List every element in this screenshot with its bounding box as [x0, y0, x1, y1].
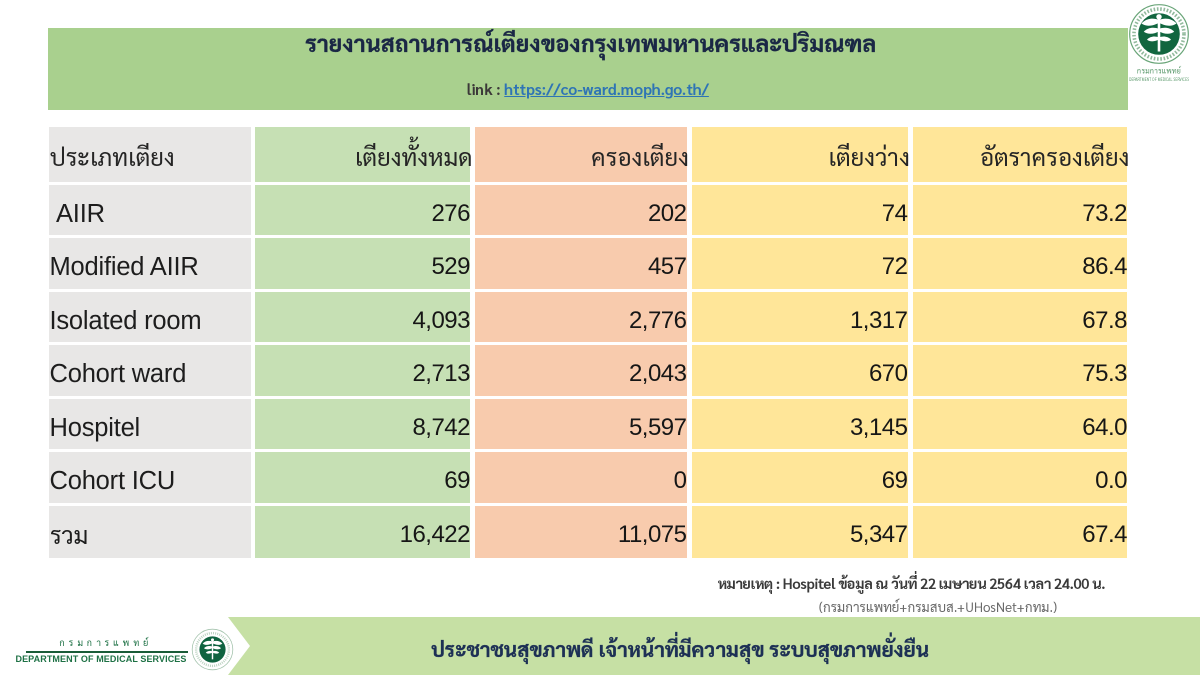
svg-text:DEPARTMENT OF MEDICAL SERVICES: DEPARTMENT OF MEDICAL SERVICES [1129, 77, 1189, 83]
svg-text:กรมการแพทย์: กรมการแพทย์ [1136, 65, 1182, 76]
